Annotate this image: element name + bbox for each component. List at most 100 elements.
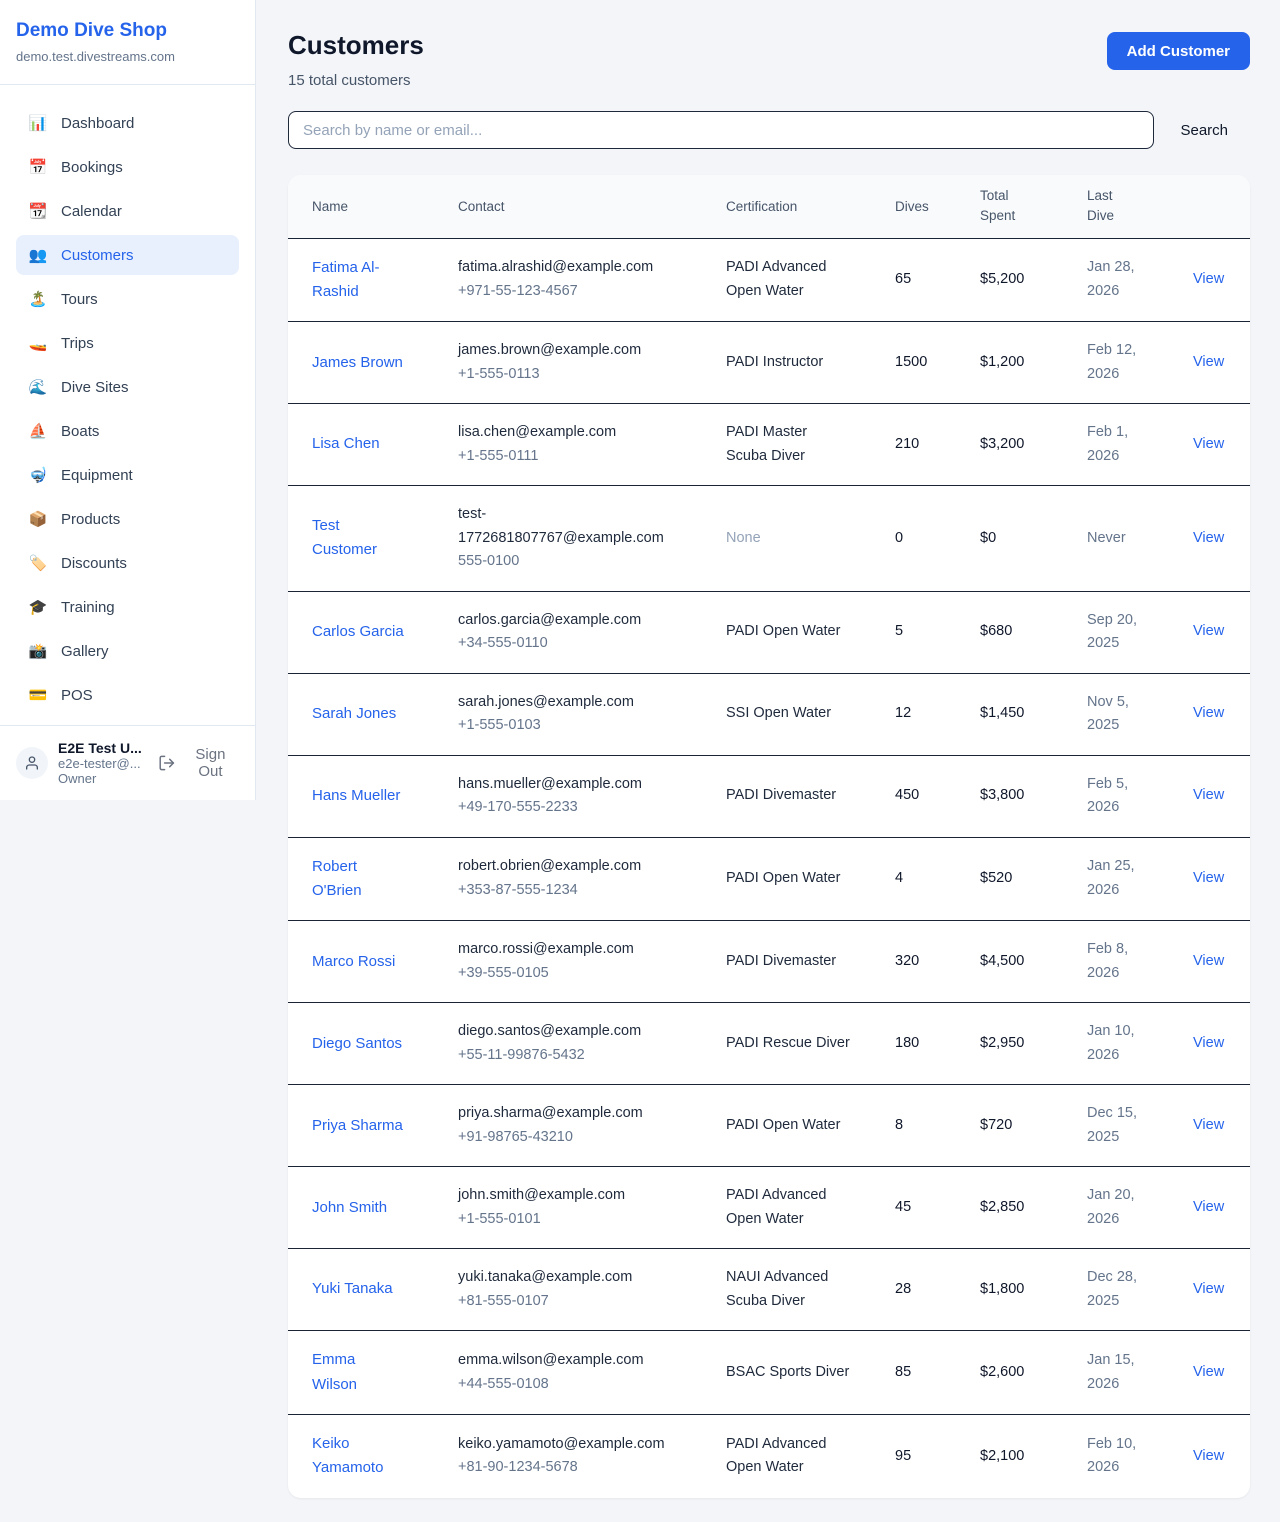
customer-total-spent: $1,450 — [980, 705, 1025, 722]
column-header-total-spent: Total Spent — [980, 175, 1087, 239]
customer-phone: +1-555-0103 — [458, 717, 541, 734]
view-customer-link[interactable]: View — [1193, 705, 1225, 722]
sidebar-item-pos[interactable]: 💳 POS — [16, 675, 239, 715]
customer-phone: +81-90-1234-5678 — [458, 1459, 578, 1476]
view-customer-link[interactable]: View — [1193, 1363, 1225, 1380]
add-customer-button[interactable]: Add Customer — [1106, 32, 1250, 70]
sidebar-item-gallery[interactable]: 📸 Gallery — [16, 631, 239, 671]
customer-dives: 210 — [895, 435, 920, 452]
user-name: E2E Test U... — [58, 740, 142, 756]
customer-name-link[interactable]: Hans Mueller — [312, 786, 401, 804]
sidebar-item-tours[interactable]: 🏝️ Tours — [16, 279, 239, 319]
sidebar-item-dive-sites[interactable]: 🌊 Dive Sites — [16, 367, 239, 407]
view-customer-link[interactable]: View — [1193, 529, 1225, 546]
sidebar-item-customers[interactable]: 👥 Customers — [16, 235, 239, 275]
view-customer-link[interactable]: View — [1193, 1117, 1225, 1134]
view-customer-link[interactable]: View — [1193, 953, 1225, 970]
products-package-icon: 📦 — [28, 511, 48, 528]
customer-dives: 0 — [895, 529, 904, 546]
customer-name-link[interactable]: Emma Wilson — [312, 1351, 358, 1393]
customer-email: carlos.garcia@example.com — [458, 611, 642, 628]
customer-name-link[interactable]: Marco Rossi — [312, 952, 396, 970]
search-input[interactable] — [288, 111, 1155, 149]
view-customer-link[interactable]: View — [1193, 1199, 1225, 1215]
sidebar-item-dashboard[interactable]: 📊 Dashboard — [16, 103, 239, 143]
customer-phone: 555-0100 — [458, 553, 520, 570]
gallery-camera-icon: 📸 — [28, 643, 48, 660]
customers-people-icon: 👥 — [28, 247, 48, 264]
view-customer-link[interactable]: View — [1193, 354, 1225, 371]
table-row: Yuki Tanaka yuki.tanaka@example.com +81-… — [288, 1248, 1250, 1331]
view-customer-link[interactable]: View — [1193, 1280, 1225, 1297]
avatar — [16, 747, 48, 779]
customer-dives: 28 — [895, 1280, 912, 1297]
customer-name-link[interactable]: Lisa Chen — [312, 435, 380, 453]
discounts-tag-icon: 🏷️ — [28, 555, 48, 572]
customer-email: marco.rossi@example.com — [458, 941, 634, 958]
sidebar-item-discounts[interactable]: 🏷️ Discounts — [16, 543, 239, 583]
sidebar-item-equipment[interactable]: 🤿 Equipment — [16, 455, 239, 495]
column-header-dives: Dives — [895, 175, 980, 239]
customer-last-dive: Dec 28, 2025 — [1087, 1269, 1137, 1309]
customer-last-dive: Feb 10, 2026 — [1087, 1435, 1137, 1476]
customer-name-link[interactable]: Diego Santos — [312, 1034, 403, 1052]
sidebar-item-label: Customers — [61, 246, 134, 264]
customer-name-link[interactable]: Fatima Al-Rashid — [312, 258, 380, 300]
view-customer-link[interactable]: View — [1193, 1035, 1225, 1052]
customer-name-link[interactable]: James Brown — [312, 353, 403, 371]
customer-last-dive: Jan 28, 2026 — [1087, 259, 1135, 299]
column-header-actions — [1193, 175, 1250, 239]
customer-total-spent: $3,200 — [980, 435, 1025, 452]
customer-phone: +55-11-99876-5432 — [458, 1046, 585, 1063]
sidebar-item-label: Bookings — [61, 158, 123, 176]
customer-name-link[interactable]: Test Customer — [312, 517, 378, 559]
view-customer-link[interactable]: View — [1193, 623, 1225, 640]
customer-email: priya.sharma@example.com — [458, 1105, 643, 1122]
sidebar-item-products[interactable]: 📦 Products — [16, 499, 239, 539]
customer-dives: 5 — [895, 623, 904, 640]
customer-phone: +1-555-0111 — [458, 447, 539, 464]
sign-out-button[interactable]: Sign Out — [158, 746, 239, 780]
sidebar: Demo Dive Shop demo.test.divestreams.com… — [0, 0, 256, 800]
customer-total-spent: $680 — [980, 623, 1013, 640]
customer-name-link[interactable]: Yuki Tanaka — [312, 1280, 393, 1298]
customer-name-link[interactable]: John Smith — [312, 1198, 388, 1216]
customer-certification: PADI Master Scuba Diver — [726, 424, 808, 464]
sidebar-item-label: Discounts — [61, 554, 127, 572]
customer-name-link[interactable]: Robert O'Brien — [312, 857, 362, 899]
customer-certification: PADI Divemaster — [726, 953, 837, 970]
search-row: Search — [288, 111, 1250, 149]
customer-total-spent: $1,800 — [980, 1280, 1025, 1297]
sidebar-item-training[interactable]: 🎓 Training — [16, 587, 239, 627]
customer-last-dive: Jan 25, 2026 — [1087, 858, 1135, 898]
sidebar-item-label: Equipment — [61, 466, 133, 484]
sidebar-item-trips[interactable]: 🚤 Trips — [16, 323, 239, 363]
customer-name-link[interactable]: Priya Sharma — [312, 1116, 403, 1134]
sidebar-nav: 📊 Dashboard 📅 Bookings 📆 Calendar 👥 Cust… — [0, 85, 255, 725]
customer-dives: 180 — [895, 1035, 920, 1052]
sidebar-item-calendar[interactable]: 📆 Calendar — [16, 191, 239, 231]
view-customer-link[interactable]: View — [1193, 435, 1225, 452]
customer-email: diego.santos@example.com — [458, 1023, 642, 1040]
customers-table-card: Name Contact Certification Dives Total S… — [288, 175, 1250, 1498]
table-row: Fatima Al-Rashid fatima.alrashid@example… — [288, 238, 1250, 322]
table-header-row: Name Contact Certification Dives Total S… — [288, 175, 1250, 239]
view-customer-link[interactable]: View — [1193, 870, 1225, 887]
customer-email: test-1772681807767@example.com — [458, 506, 664, 546]
sidebar-item-label: Trips — [61, 334, 94, 352]
customer-email: emma.wilson@example.com — [458, 1352, 644, 1369]
customer-name-link[interactable]: Sarah Jones — [312, 704, 397, 722]
customers-table: Name Contact Certification Dives Total S… — [288, 175, 1250, 1498]
view-customer-link[interactable]: View — [1193, 787, 1225, 804]
sidebar-item-bookings[interactable]: 📅 Bookings — [16, 147, 239, 187]
customer-name-link[interactable]: Carlos Garcia — [312, 622, 404, 640]
view-customer-link[interactable]: View — [1193, 1447, 1225, 1464]
customer-email: robert.obrien@example.com — [458, 858, 642, 875]
customer-total-spent: $3,800 — [980, 787, 1025, 804]
view-customer-link[interactable]: View — [1193, 271, 1225, 288]
sidebar-item-boats[interactable]: ⛵ Boats — [16, 411, 239, 451]
customer-name-link[interactable]: Keiko Yamamoto — [312, 1434, 384, 1477]
sidebar-item-label: Gallery — [61, 642, 109, 660]
search-button[interactable]: Search — [1180, 121, 1228, 139]
pos-card-icon: 💳 — [28, 687, 48, 704]
